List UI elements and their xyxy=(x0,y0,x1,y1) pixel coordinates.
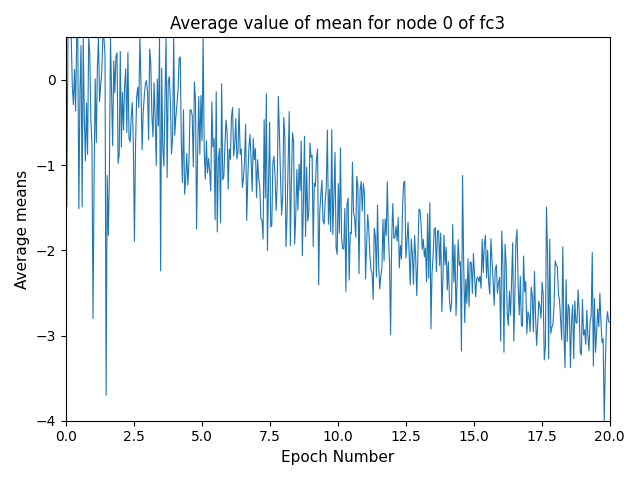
X-axis label: Epoch Number: Epoch Number xyxy=(281,450,394,465)
Y-axis label: Average means: Average means xyxy=(15,169,30,288)
Title: Average value of mean for node 0 of fc3: Average value of mean for node 0 of fc3 xyxy=(170,15,506,33)
